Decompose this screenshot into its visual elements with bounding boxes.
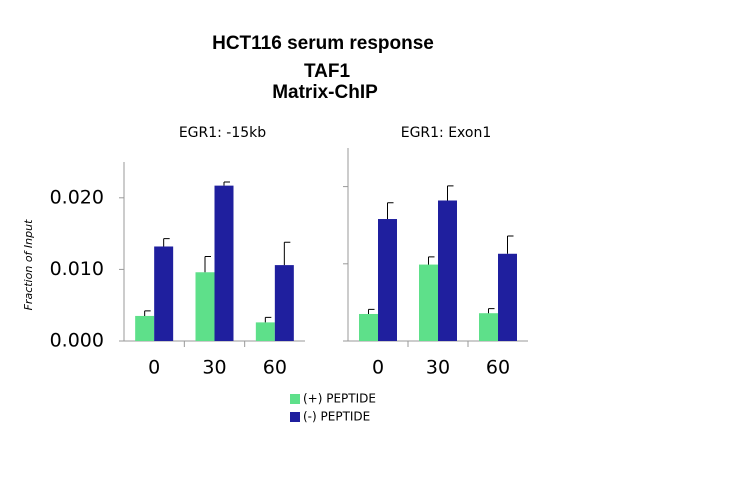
error-bar — [447, 185, 454, 201]
bar — [479, 313, 498, 341]
legend-swatch — [290, 412, 300, 422]
error-bar — [264, 316, 272, 323]
legend-swatch — [290, 394, 300, 404]
error-bar — [204, 256, 211, 273]
x-tick-label: 60 — [486, 357, 510, 379]
x-tick-label: 30 — [202, 357, 226, 379]
chart-title: TAF1 — [304, 61, 351, 82]
legend-label: (+) PEPTIDE — [303, 392, 376, 406]
error-bar — [387, 202, 394, 220]
chart-title: HCT116 serum response — [212, 33, 434, 54]
bar — [255, 322, 275, 341]
x-tick-label: 60 — [263, 357, 287, 379]
error-bar — [283, 241, 291, 266]
bar — [359, 313, 378, 341]
bar — [214, 185, 234, 341]
bar — [438, 200, 457, 341]
error-bar — [488, 308, 495, 314]
y-tick-label: 0.020 — [50, 186, 104, 208]
error-bar — [223, 181, 230, 186]
bar — [419, 264, 438, 341]
x-tick-label: 0 — [148, 357, 160, 379]
error-bar — [163, 238, 170, 247]
bar — [274, 265, 294, 341]
bar — [498, 253, 517, 341]
y-tick-label: 0.000 — [50, 330, 104, 352]
x-tick-label: 0 — [372, 357, 384, 379]
bar — [378, 219, 397, 341]
y-axis-label: Fraction of Input — [22, 219, 35, 310]
error-bar — [144, 310, 151, 316]
error-bar — [368, 308, 375, 314]
x-tick-label: 30 — [426, 357, 450, 379]
legend-label: (-) PEPTIDE — [303, 410, 370, 424]
error-bar — [428, 256, 435, 265]
chart-title: Matrix-ChIP — [272, 82, 378, 103]
bar — [135, 315, 155, 341]
error-bar — [507, 235, 514, 254]
bar — [154, 246, 174, 341]
y-tick-label: 0.010 — [50, 258, 104, 280]
panel-title: EGR1: -15kb — [179, 125, 266, 141]
panel-title: EGR1: Exon1 — [401, 125, 492, 141]
bar — [195, 272, 215, 341]
